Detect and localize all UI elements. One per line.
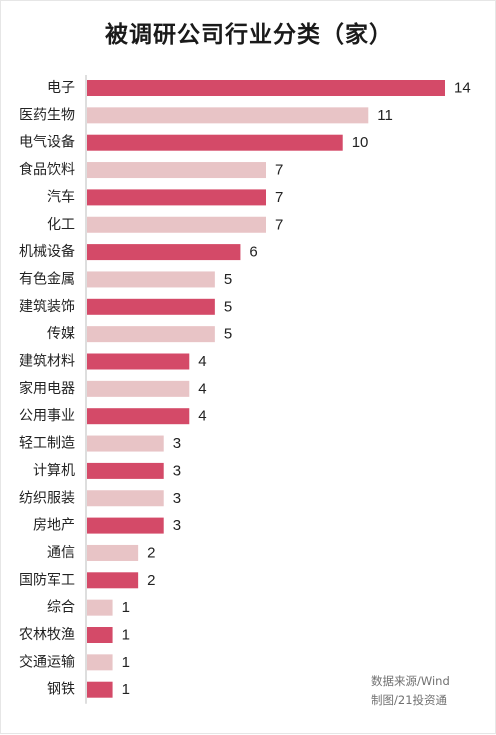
bar bbox=[87, 435, 164, 452]
bar bbox=[87, 134, 343, 151]
bar bbox=[87, 216, 266, 233]
data-label: 2 bbox=[147, 572, 155, 589]
data-label: 4 bbox=[198, 353, 206, 370]
category-label: 综合 bbox=[47, 600, 75, 616]
category-label: 汽车 bbox=[47, 188, 75, 205]
data-label: 3 bbox=[173, 490, 181, 507]
category-label: 国防军工 bbox=[19, 572, 75, 588]
data-label: 3 bbox=[173, 435, 181, 452]
category-label: 食品饮料 bbox=[19, 161, 75, 178]
category-label: 公用事业 bbox=[19, 408, 75, 424]
category-label: 房地产 bbox=[33, 518, 75, 534]
data-label: 7 bbox=[275, 189, 283, 206]
category-label: 通信 bbox=[47, 545, 75, 561]
category-label: 电气设备 bbox=[19, 134, 75, 151]
bar bbox=[87, 80, 445, 96]
data-label: 5 bbox=[224, 326, 232, 343]
category-label: 轻工制造 bbox=[19, 436, 75, 452]
category-label: 计算机 bbox=[33, 463, 75, 479]
bar bbox=[87, 380, 190, 397]
category-label: 纺织服装 bbox=[19, 490, 75, 506]
bar bbox=[87, 462, 164, 479]
bar bbox=[87, 490, 164, 507]
data-label: 14 bbox=[454, 80, 471, 97]
bar bbox=[87, 408, 190, 425]
bar bbox=[87, 107, 369, 124]
bar bbox=[87, 517, 164, 534]
bar bbox=[87, 326, 215, 343]
data-label: 1 bbox=[122, 627, 130, 644]
category-label: 建筑装饰 bbox=[19, 299, 75, 315]
category-label: 建筑材料 bbox=[19, 354, 75, 370]
bar bbox=[87, 353, 190, 370]
bar bbox=[87, 627, 113, 643]
credit-note: 制图/21投资通 bbox=[371, 693, 448, 707]
data-label: 4 bbox=[198, 408, 206, 425]
category-label: 交通运输 bbox=[19, 653, 75, 670]
data-label: 1 bbox=[122, 599, 130, 616]
category-label: 传媒 bbox=[47, 326, 75, 342]
category-label: 电子 bbox=[47, 80, 75, 96]
category-label: 化工 bbox=[47, 217, 75, 233]
data-label: 1 bbox=[122, 681, 130, 698]
source-note: 数据来源/Wind bbox=[371, 674, 450, 688]
data-label: 5 bbox=[224, 271, 232, 288]
chart-title: 被调研公司行业分类（家） bbox=[105, 22, 393, 48]
data-label: 7 bbox=[275, 162, 283, 179]
data-label: 3 bbox=[173, 462, 181, 479]
bar bbox=[87, 599, 113, 616]
bar bbox=[87, 544, 139, 561]
bar bbox=[87, 162, 266, 179]
data-label: 3 bbox=[173, 517, 181, 534]
bar bbox=[87, 189, 266, 206]
category-label: 钢铁 bbox=[47, 682, 75, 698]
data-label: 10 bbox=[352, 134, 369, 151]
category-label: 有色金属 bbox=[19, 270, 75, 287]
data-label: 1 bbox=[122, 654, 130, 671]
data-label: 7 bbox=[275, 216, 283, 233]
bar bbox=[87, 572, 139, 589]
category-label: 农林牧渔 bbox=[19, 627, 75, 643]
bar bbox=[87, 271, 215, 288]
data-label: 5 bbox=[224, 298, 232, 315]
data-label: 6 bbox=[249, 244, 257, 261]
category-label: 医药生物 bbox=[19, 107, 75, 123]
bar bbox=[87, 654, 113, 671]
data-label: 11 bbox=[377, 107, 393, 124]
data-label: 4 bbox=[198, 380, 206, 397]
category-label: 机械设备 bbox=[19, 243, 75, 260]
bar bbox=[87, 681, 113, 698]
data-label: 2 bbox=[147, 544, 155, 561]
category-label: 家用电器 bbox=[19, 380, 75, 397]
bar bbox=[87, 298, 215, 315]
bar bbox=[87, 244, 241, 261]
